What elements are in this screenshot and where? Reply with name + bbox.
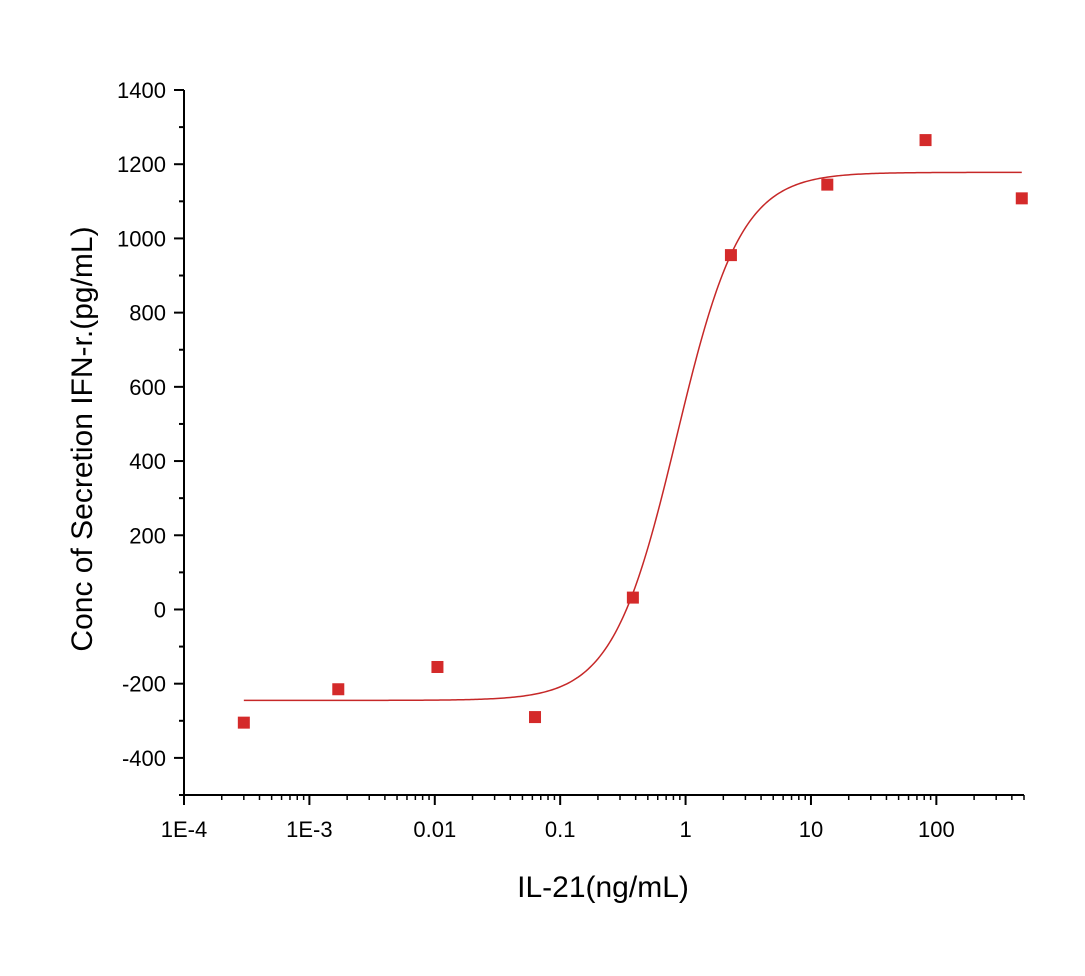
y-tick-label: -400	[122, 746, 166, 771]
y-axis-title: Conc of Secretion IFN-r.(pg/mL)	[66, 226, 99, 651]
y-tick-label: 1400	[117, 78, 166, 103]
data-point	[237, 716, 250, 729]
x-tick-label: 1E-4	[161, 817, 207, 842]
y-tick-label: 200	[129, 523, 166, 548]
x-tick-label: 10	[799, 817, 823, 842]
data-point	[431, 660, 444, 673]
data-point	[919, 134, 932, 147]
data-point	[529, 711, 542, 724]
x-tick-label: 1E-3	[286, 817, 332, 842]
fit-curve	[243, 171, 1022, 702]
x-tick-label: 1	[679, 817, 691, 842]
fit-curve-group	[243, 171, 1022, 702]
x-tick-label: 100	[918, 817, 955, 842]
x-tick-label: 0.01	[413, 817, 456, 842]
y-tick-label: 1200	[117, 152, 166, 177]
data-point	[332, 683, 345, 696]
x-tick-label: 0.1	[545, 817, 576, 842]
y-tick-label: 0	[154, 597, 166, 622]
data-point	[821, 178, 834, 191]
data-point	[626, 591, 639, 604]
y-tick-label: -200	[122, 672, 166, 697]
y-tick-label: 1000	[117, 226, 166, 251]
x-axis-title: IL-21(ng/mL)	[517, 871, 689, 904]
data-point	[724, 249, 737, 262]
y-tick-label: 400	[129, 449, 166, 474]
y-tick-label: 800	[129, 301, 166, 326]
data-points	[237, 134, 1028, 729]
axes: 1400 1200 1000 800 600 400 200 0 -200 -400 1E-4 1E-…	[117, 78, 1025, 842]
y-tick-label: 600	[129, 375, 166, 400]
data-point	[1015, 192, 1028, 205]
